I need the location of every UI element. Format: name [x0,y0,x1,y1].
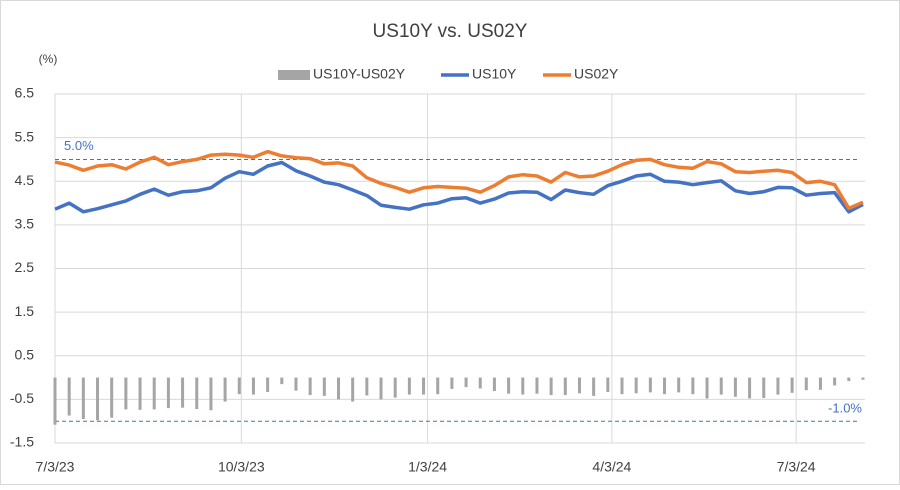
bar [223,377,227,402]
bar [833,377,837,386]
reference-label: -1.0% [828,401,862,416]
bar [563,377,567,396]
y-tick-label: 1.5 [15,303,35,319]
bar [322,377,326,396]
bar [464,377,468,388]
x-tick-label: 1/3/24 [408,459,447,475]
bar [648,377,652,393]
bar [733,377,737,397]
y-axis-label: (%) [39,52,58,66]
bar [96,377,100,421]
x-tick-label: 4/3/24 [592,459,631,475]
bar [663,377,667,395]
bar [81,377,85,420]
bar [450,377,454,389]
bar [748,377,752,399]
x-tick-label: 10/3/23 [218,459,265,475]
bar [818,377,822,390]
bar [53,377,57,425]
bar [549,377,553,396]
bar [507,377,511,394]
legend-label: US10Y [472,66,517,82]
y-tick-label: -1.5 [10,434,34,450]
bar [634,377,638,394]
bar [762,377,766,399]
bar [308,377,312,396]
bar [365,377,369,396]
bar [422,377,426,395]
bar [521,377,525,395]
chart-title: US10Y vs. US02Y [373,21,528,42]
bar [776,377,780,395]
legend-label: US02Y [574,66,619,82]
bar [407,377,411,395]
bar [535,377,539,394]
bar [351,377,355,402]
bar [705,377,709,399]
bar [138,377,142,410]
bar [237,377,241,395]
bar [266,377,270,392]
bar [195,377,199,409]
bar [492,377,496,392]
y-tick-label: -0.5 [10,390,34,406]
bar [251,377,255,395]
bar [478,377,482,389]
y-tick-label: 5.5 [15,128,35,144]
bar [719,377,723,395]
bar [577,377,581,394]
y-tick-label: 0.5 [15,346,35,362]
bar [124,377,128,410]
bar [804,377,808,391]
line [54,160,864,214]
x-tick-label: 7/3/24 [777,459,816,475]
bar [847,377,851,382]
bar [67,377,71,416]
bar [110,377,114,418]
legend-label: US10Y-US02Y [313,66,406,82]
bar [280,377,284,385]
bar [379,377,383,400]
bar [677,377,681,393]
reference-label: 5.0% [64,138,94,153]
x-tick-label: 7/3/23 [36,459,75,475]
legend-swatch [278,70,310,80]
bar [691,377,695,395]
y-tick-label: 6.5 [15,85,35,101]
bar [620,377,624,395]
bar [436,377,440,395]
y-tick-label: 3.5 [15,216,35,232]
line [54,149,864,211]
bar [166,377,170,409]
bar [790,377,794,393]
bar [861,377,865,380]
y-tick-label: 4.5 [15,172,35,188]
bar [337,377,340,400]
bar [592,377,596,396]
bar [393,377,397,398]
bar [181,377,185,408]
bar [294,377,298,391]
y-tick-label: 2.5 [15,259,35,275]
bar [209,377,213,411]
bar [606,377,610,392]
bar [152,377,156,410]
